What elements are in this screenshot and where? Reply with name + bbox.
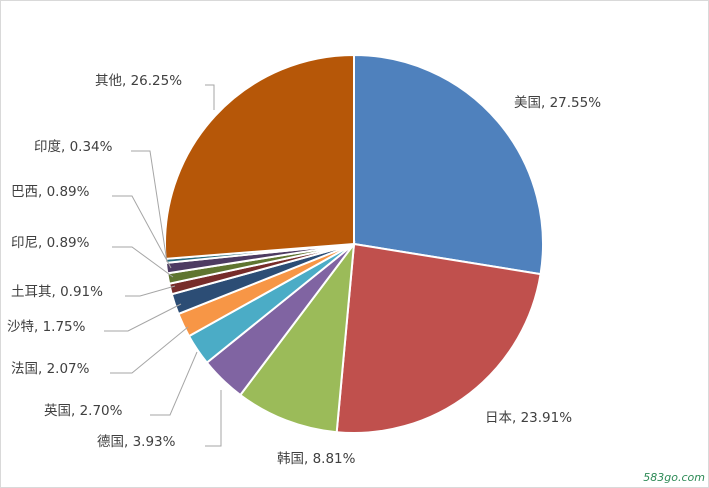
data-label-10: 巴西, 0.89% — [11, 184, 90, 200]
leader-line-12 — [205, 84, 215, 110]
leader-line-11 — [131, 150, 168, 263]
leader-line-10 — [112, 195, 172, 269]
data-labels: 美国, 27.55% 日本, 23.91% 韩国, 8.81% 德国, 3.93% 英国… — [7, 73, 601, 467]
leader-line-4 — [205, 390, 222, 447]
data-label-9: 印尼, 0.89% — [11, 235, 90, 251]
data-label-7: 沙特, 1.75% — [7, 319, 86, 335]
pie-slice-1 — [353, 53, 544, 276]
data-label-3: 韩国, 8.81% — [277, 451, 356, 467]
leader-line-9 — [112, 246, 174, 278]
leader-line-6 — [110, 326, 189, 374]
data-label-11: 印度, 0.34% — [34, 139, 113, 155]
leader-lines — [104, 84, 222, 447]
data-label-4: 德国, 3.93% — [97, 434, 176, 450]
data-label-1: 美国, 27.55% — [514, 95, 601, 111]
data-label-12: 其他, 26.25% — [95, 73, 182, 89]
watermark: 583go.com — [643, 471, 705, 484]
data-label-6: 法国, 2.07% — [11, 361, 90, 377]
leader-line-5 — [150, 351, 198, 416]
leader-line-8 — [125, 285, 176, 297]
data-label-2: 日本, 23.91% — [485, 410, 572, 426]
leader-line-7 — [104, 303, 182, 332]
pie-slices — [164, 53, 544, 434]
pie-slice-12 — [164, 53, 355, 260]
data-label-8: 土耳其, 0.91% — [11, 284, 103, 300]
data-label-5: 英国, 2.70% — [44, 402, 123, 419]
pie-slice-2 — [335, 242, 542, 434]
pie-slice-3 — [238, 240, 356, 434]
